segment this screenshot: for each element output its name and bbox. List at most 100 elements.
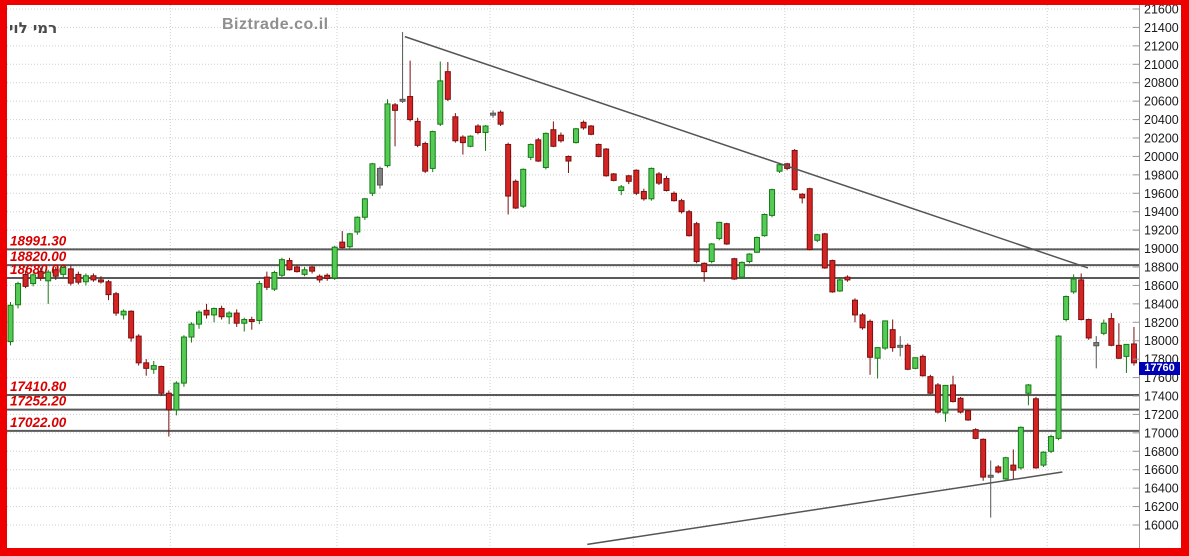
candle-body	[30, 274, 37, 285]
candle-body	[723, 223, 730, 245]
y-axis-tick-label: 16200	[1144, 500, 1179, 514]
candle	[806, 187, 813, 251]
candle	[1063, 295, 1070, 322]
candle-body	[746, 253, 753, 262]
candle-body	[241, 319, 248, 324]
candle-body	[294, 266, 301, 273]
candle	[286, 257, 293, 271]
y-axis-tick-label: 20800	[1144, 76, 1179, 90]
candle	[595, 143, 602, 158]
border-bottom	[0, 548, 1189, 556]
candle	[814, 233, 821, 243]
candle	[573, 127, 579, 144]
candle	[248, 316, 255, 330]
candle	[678, 198, 685, 214]
candle-body	[1078, 279, 1085, 321]
candle-body	[1002, 457, 1009, 480]
candle-body	[422, 143, 429, 172]
candle	[1025, 384, 1032, 406]
candle-body	[392, 104, 399, 111]
trendlines	[404, 35, 1089, 546]
candle	[128, 310, 135, 342]
candle	[950, 375, 956, 403]
watermark-logo: Biztrade.co.il	[222, 16, 329, 33]
candle	[505, 142, 512, 215]
candle-body	[1130, 343, 1137, 364]
candle	[203, 303, 210, 319]
candle	[218, 305, 225, 320]
candle	[542, 132, 549, 170]
candle	[1032, 396, 1039, 469]
candle	[173, 381, 180, 416]
y-axis-tick-label: 19200	[1144, 224, 1179, 238]
candle-body	[625, 175, 632, 182]
candle-body	[1070, 278, 1077, 293]
candle	[1055, 335, 1062, 441]
candle-body	[188, 323, 195, 338]
candle-body	[520, 168, 527, 207]
candle-body	[972, 429, 979, 439]
candle	[188, 322, 195, 343]
candle	[437, 61, 444, 127]
candle-body	[550, 129, 557, 147]
y-axis-tick-label: 18200	[1144, 316, 1179, 330]
candle-body	[791, 149, 798, 191]
candle	[346, 232, 353, 249]
candle-body	[527, 143, 534, 158]
y-axis-tick-label: 20600	[1144, 95, 1179, 109]
candle-body	[957, 397, 964, 413]
candle-body	[128, 310, 135, 339]
candle-body	[120, 310, 127, 316]
last-price-badge: 17760	[1139, 362, 1180, 375]
candles	[7, 32, 1137, 518]
candle-body	[135, 335, 142, 364]
candle-body	[859, 314, 866, 329]
candle	[1002, 456, 1009, 480]
candle-body	[934, 384, 941, 413]
candle-body	[716, 221, 723, 239]
candle	[957, 396, 964, 414]
candle	[671, 191, 678, 202]
candle-body	[203, 309, 210, 316]
y-axis-tick-label: 17200	[1144, 408, 1179, 422]
candle	[746, 253, 753, 264]
candle-body	[399, 98, 406, 102]
y-axis-tick-label: 19800	[1144, 168, 1179, 182]
candle-body	[1010, 464, 1017, 471]
y-axis-tick-label: 16000	[1144, 519, 1179, 533]
y-axis-tick-label: 20000	[1144, 150, 1179, 164]
candle-body	[821, 233, 828, 269]
candle-body	[7, 304, 14, 343]
candle-body	[814, 234, 821, 241]
y-axis-tick-label: 16800	[1144, 445, 1179, 459]
candle	[753, 236, 760, 254]
y-axis-tick-label: 16600	[1144, 463, 1179, 477]
candle	[565, 155, 572, 174]
candle	[1010, 449, 1017, 480]
candle	[663, 175, 670, 192]
candle	[588, 125, 595, 136]
candle-body	[535, 139, 542, 162]
candle	[1048, 434, 1055, 454]
candle-body	[256, 283, 263, 321]
candle-body	[497, 111, 504, 125]
candle-body	[693, 223, 700, 262]
candle	[226, 311, 233, 325]
candle	[535, 138, 542, 162]
candle	[934, 383, 941, 414]
candle-body	[671, 192, 678, 202]
candle	[927, 374, 934, 395]
candle-body	[633, 169, 640, 194]
level-price-label: 17410.80	[10, 379, 67, 394]
candle	[384, 99, 391, 168]
candle	[633, 169, 640, 196]
candle-body	[1017, 426, 1024, 469]
candle-body	[158, 366, 165, 394]
candle-body	[105, 281, 112, 296]
candle-body	[927, 376, 934, 394]
candle	[693, 221, 700, 264]
candle-body	[233, 312, 240, 324]
candle-body	[452, 116, 459, 142]
candle-body	[97, 279, 104, 283]
